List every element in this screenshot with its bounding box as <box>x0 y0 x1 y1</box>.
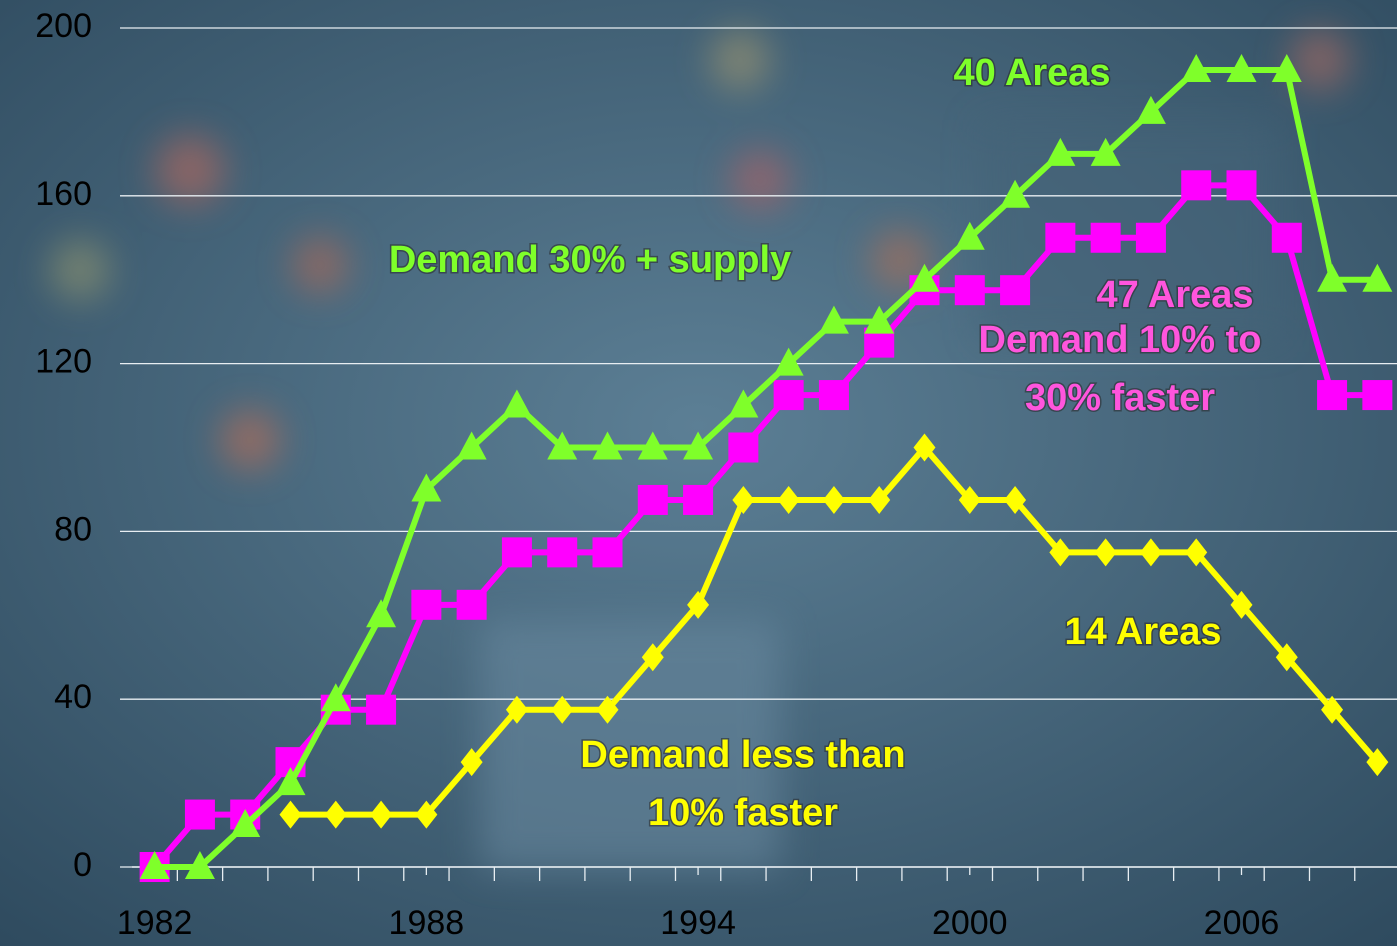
marker <box>1090 222 1121 253</box>
marker <box>1045 222 1076 253</box>
marker <box>1317 380 1348 411</box>
y-tick-label: 160 <box>35 175 92 213</box>
marker <box>637 431 668 460</box>
marker <box>1135 222 1166 253</box>
marker <box>592 431 623 460</box>
marker <box>1366 748 1389 777</box>
marker <box>275 767 306 796</box>
marker <box>230 809 261 838</box>
y-tick-label: 80 <box>54 510 92 548</box>
marker <box>728 432 759 463</box>
marker <box>460 748 483 777</box>
marker <box>415 800 438 829</box>
marker <box>868 485 891 514</box>
marker <box>1226 170 1257 201</box>
marker <box>1049 538 1072 567</box>
marker <box>1271 53 1302 82</box>
series-label: 47 Areas <box>1096 274 1253 316</box>
marker <box>818 305 849 334</box>
marker <box>1362 263 1393 292</box>
y-tick-label: 200 <box>35 7 92 45</box>
marker <box>1045 137 1076 166</box>
marker <box>909 263 940 292</box>
x-tick-label: 2000 <box>932 904 1008 942</box>
x-tick-label: 2006 <box>1204 904 1280 942</box>
marker <box>641 643 664 672</box>
marker <box>411 473 442 502</box>
marker <box>184 851 215 879</box>
marker <box>728 389 759 418</box>
series-label: 40 Areas <box>953 52 1110 94</box>
marker <box>822 485 845 514</box>
x-tick-label: 1994 <box>660 904 736 942</box>
marker <box>456 431 487 460</box>
marker <box>1139 538 1162 567</box>
series-line <box>154 66 1378 870</box>
marker <box>1230 590 1253 619</box>
marker <box>366 694 397 725</box>
annotation: Demand 30% + supply <box>389 239 791 281</box>
marker <box>913 433 936 462</box>
marker <box>1090 137 1121 166</box>
marker <box>773 380 804 411</box>
marker <box>1000 275 1031 306</box>
marker <box>958 485 981 514</box>
annotation: 30% faster <box>1025 377 1215 419</box>
marker <box>1317 263 1348 292</box>
annotation: Demand 10% to <box>979 319 1262 361</box>
y-tick-label: 40 <box>54 678 92 716</box>
marker <box>366 599 397 628</box>
marker <box>547 537 578 568</box>
marker <box>184 799 215 830</box>
marker <box>279 800 302 829</box>
marker <box>1094 538 1117 567</box>
marker <box>505 695 528 724</box>
marker <box>456 589 487 620</box>
marker <box>411 589 442 620</box>
marker <box>324 800 347 829</box>
marker <box>773 347 804 376</box>
marker <box>592 537 623 568</box>
marker <box>320 683 351 712</box>
marker <box>1181 53 1212 82</box>
marker <box>501 389 532 418</box>
annotation: 10% faster <box>648 792 838 834</box>
marker <box>1000 179 1031 208</box>
marker <box>1275 643 1298 672</box>
marker <box>596 695 619 724</box>
x-tick-label: 1982 <box>117 904 193 942</box>
marker <box>818 380 849 411</box>
series-label: 14 Areas <box>1064 611 1221 653</box>
marker <box>1271 222 1302 253</box>
marker <box>777 485 800 514</box>
y-tick-label: 0 <box>73 846 92 884</box>
y-tick-label: 120 <box>35 343 92 381</box>
marker <box>1135 95 1166 124</box>
annotation: Demand less than <box>580 734 905 776</box>
marker <box>547 431 578 460</box>
series-line <box>152 182 1378 869</box>
marker <box>370 800 393 829</box>
marker <box>954 275 985 306</box>
marker <box>1321 695 1344 724</box>
marker <box>864 305 895 334</box>
marker <box>1226 53 1257 82</box>
marker <box>637 484 668 515</box>
x-tick-label: 1988 <box>389 904 465 942</box>
marker <box>1362 380 1393 411</box>
marker <box>683 431 714 460</box>
marker <box>683 484 714 515</box>
marker <box>954 221 985 250</box>
marker <box>732 485 755 514</box>
marker <box>1185 538 1208 567</box>
marker <box>551 695 574 724</box>
marker <box>139 851 170 879</box>
marker <box>687 590 710 619</box>
marker <box>501 537 532 568</box>
marker <box>1004 485 1027 514</box>
marker <box>1181 170 1212 201</box>
